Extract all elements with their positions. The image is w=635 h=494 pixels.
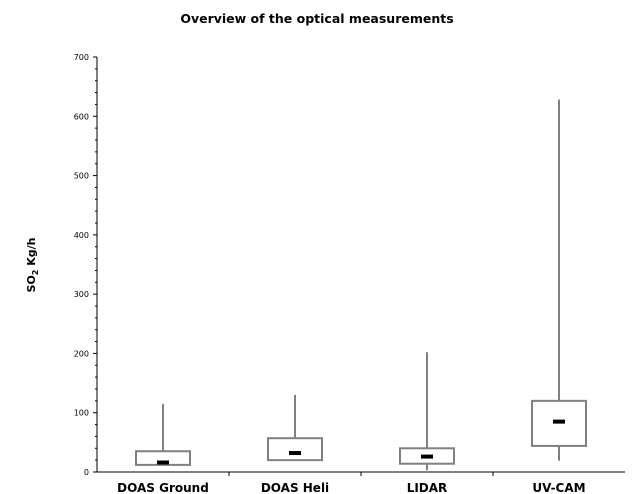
category-label: DOAS Heli [261,481,329,494]
y-axis-label-main: SO [25,275,38,292]
median-marker [289,451,301,456]
box-iqr [267,437,323,462]
category-label: UV-CAM [532,481,585,494]
y-tick-label: 600 [74,112,89,121]
y-tick-label: 300 [74,290,89,299]
y-tick-label: 400 [74,231,89,240]
median-marker [157,460,169,465]
y-axis-label-unit: Kg/h [25,238,38,270]
y-tick-label: 500 [74,172,89,181]
category-labels: DOAS Ground DOAS Heli LIDAR UV-CAM [117,481,585,494]
y-tick-label: 200 [74,349,89,358]
category-label: LIDAR [407,481,448,494]
median-marker [553,419,565,424]
box-iqr [135,450,191,466]
chart-title: Overview of the optical measurements [180,11,453,26]
y-tick-label: 100 [74,409,89,418]
y-axis-label-subscript: 2 [31,270,40,276]
y-tick-label: 700 [74,53,89,62]
category-label: DOAS Ground [117,481,209,494]
y-tick-label: 0 [84,468,89,477]
axes: 0 100 200 300 400 500 600 700 [74,53,625,477]
boxes [135,99,587,471]
y-axis-label: SO2 Kg/h [25,238,40,293]
median-marker [421,454,433,459]
